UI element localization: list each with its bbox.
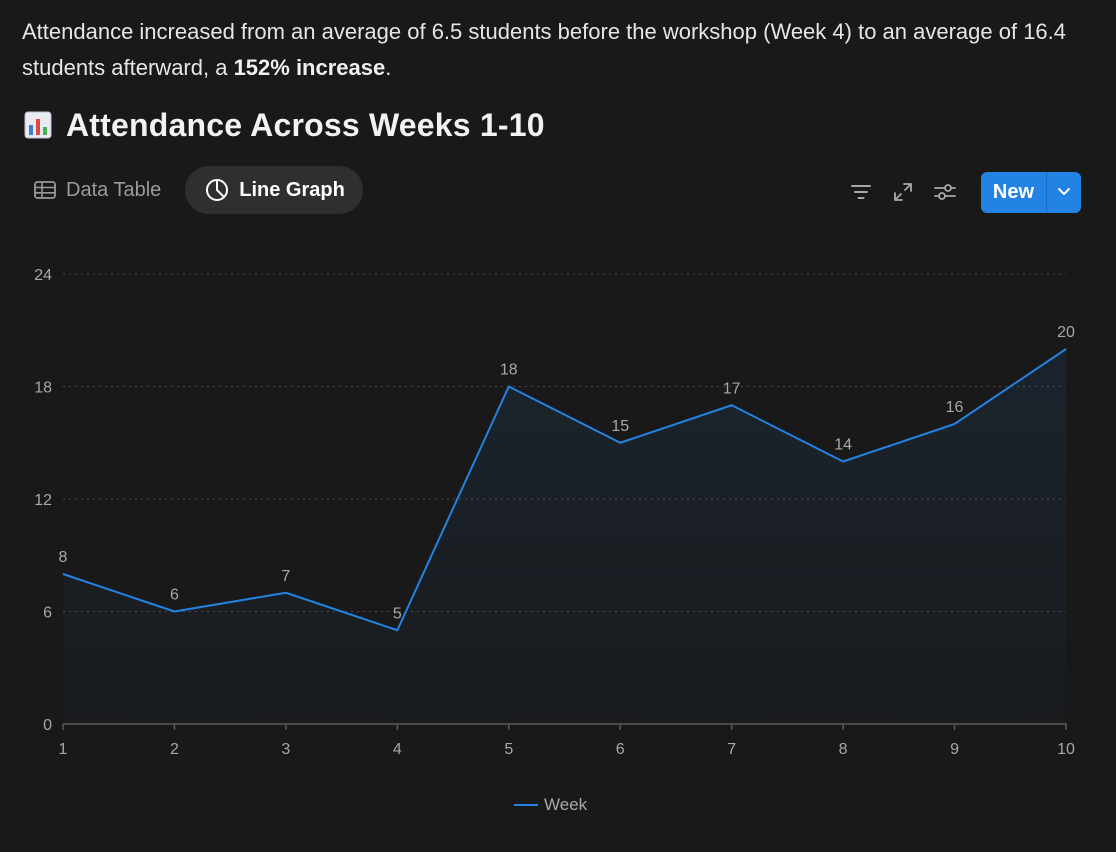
series-line [62, 348, 1067, 632]
data-label: 15 [611, 418, 629, 435]
y-tick-label: 6 [43, 605, 52, 622]
summary-emphasis: 152% increase [233, 55, 386, 80]
x-tick-label: 1 [59, 741, 68, 758]
x-tick-label: 6 [616, 741, 625, 758]
filter-button[interactable] [849, 180, 873, 204]
x-tick-label: 5 [504, 741, 513, 758]
data-label: 18 [500, 362, 518, 379]
expand-button[interactable] [891, 180, 915, 204]
new-button-divider [1046, 171, 1047, 213]
x-tick-label: 4 [393, 741, 402, 758]
view-tabs: Data Table Line Graph [24, 166, 363, 214]
tab-data-table-label: Data Table [66, 178, 162, 201]
summary-text: Attendance increased from an average of … [22, 14, 1092, 86]
settings-button[interactable] [933, 180, 957, 204]
y-tick-label: 12 [34, 492, 52, 509]
chart-legend: Week [514, 794, 587, 816]
x-tick-label: 3 [281, 741, 290, 758]
page-title: Attendance Across Weeks 1-10 [66, 106, 545, 143]
data-label: 14 [834, 437, 852, 454]
settings-sliders-icon [933, 184, 956, 200]
new-button[interactable]: New [992, 180, 1034, 203]
data-label: 16 [946, 399, 964, 416]
x-tick-label: 2 [170, 741, 179, 758]
summary-part1: Attendance increased from an average of … [22, 19, 1067, 80]
tab-data-table[interactable]: Data Table [24, 166, 179, 214]
chevron-down-icon [1058, 188, 1070, 195]
filter-icon [850, 185, 871, 199]
page-heading: Attendance Across Weeks 1-10 [24, 104, 545, 146]
y-tick-label: 0 [43, 717, 52, 734]
data-label: 20 [1057, 324, 1075, 341]
x-tick-label: 9 [950, 741, 959, 758]
x-tick-label: 7 [727, 741, 736, 758]
y-tick-label: 18 [34, 380, 52, 397]
new-button-group: New [980, 171, 1081, 213]
data-label: 17 [723, 380, 741, 397]
tab-line-graph[interactable]: Line Graph [185, 166, 363, 214]
x-tick-label: 8 [839, 741, 848, 758]
new-options-button[interactable] [1047, 172, 1081, 213]
chart-icon [206, 179, 229, 201]
tab-line-graph-label: Line Graph [239, 178, 345, 201]
summary-part2: . [385, 55, 392, 80]
data-label: 6 [170, 587, 179, 604]
series-area [63, 349, 1066, 724]
y-tick-label: 24 [34, 267, 52, 284]
data-label: 7 [281, 568, 290, 585]
bar-chart-emoji-icon [24, 111, 52, 139]
view-toolbar: New [849, 171, 1081, 213]
data-label: 8 [59, 549, 68, 566]
data-label: 5 [393, 605, 402, 622]
legend-swatch [514, 804, 538, 806]
legend-label: Week [544, 795, 588, 814]
x-tick-label: 10 [1057, 741, 1075, 758]
table-icon [34, 181, 56, 199]
expand-icon [893, 183, 912, 201]
